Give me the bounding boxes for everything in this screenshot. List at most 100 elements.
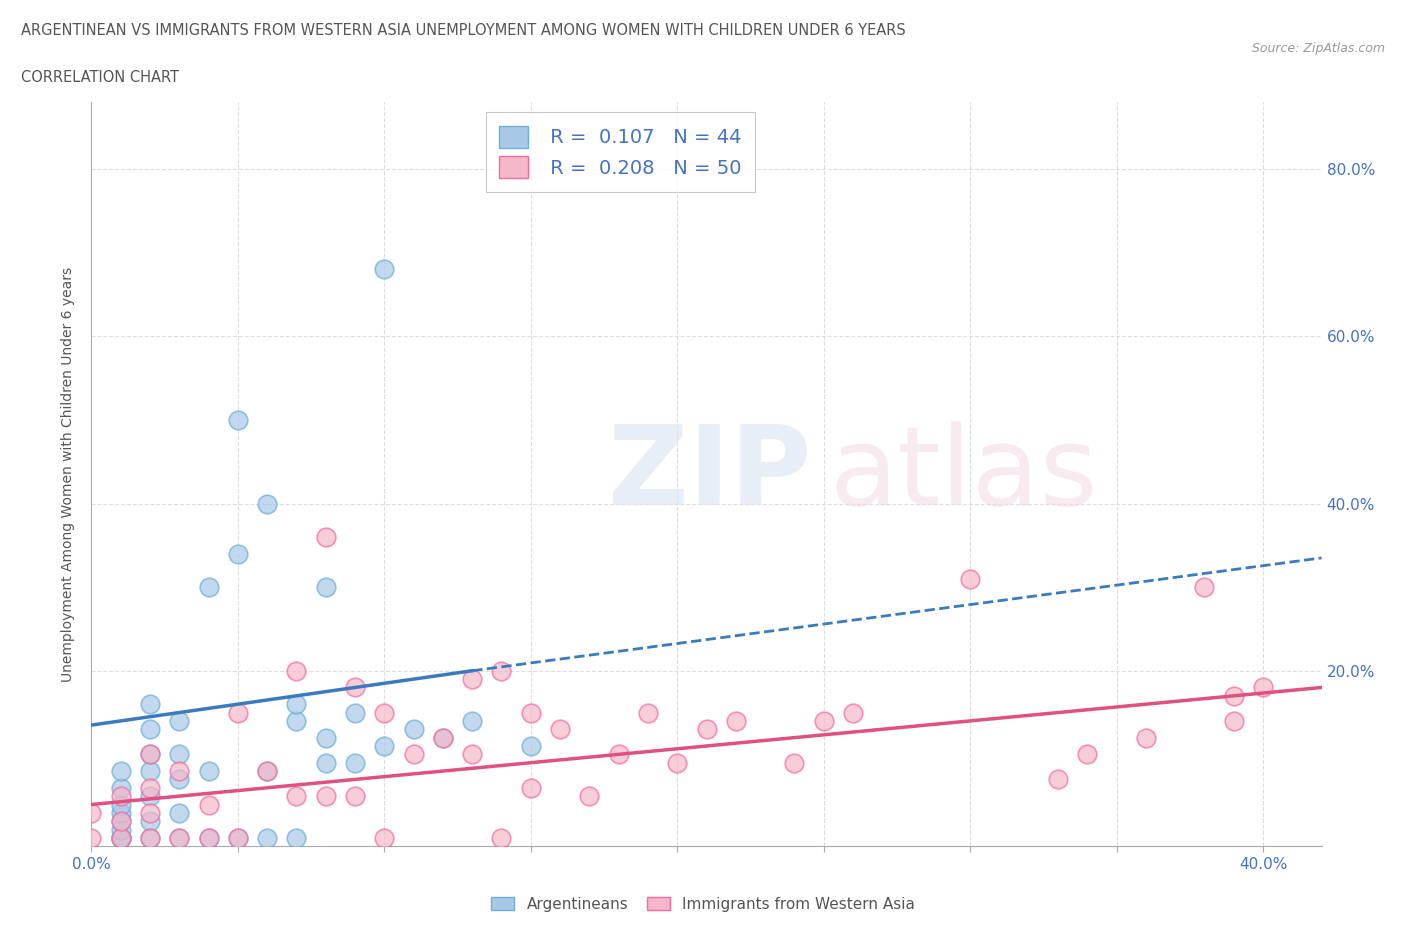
Point xyxy=(491,830,513,845)
Point xyxy=(139,830,162,845)
Point xyxy=(519,780,541,795)
Point xyxy=(169,747,191,762)
Point xyxy=(402,722,425,737)
Point xyxy=(169,713,191,728)
Point xyxy=(959,571,981,586)
Point xyxy=(1194,579,1216,594)
Point xyxy=(197,830,219,845)
Point xyxy=(343,789,366,804)
Point xyxy=(139,722,162,737)
Point xyxy=(110,814,132,829)
Point xyxy=(139,780,162,795)
Point xyxy=(343,705,366,720)
Point xyxy=(783,755,806,770)
Point xyxy=(110,780,132,795)
Text: CORRELATION CHART: CORRELATION CHART xyxy=(21,70,179,85)
Point xyxy=(1046,772,1069,787)
Point xyxy=(578,789,600,804)
Point xyxy=(226,705,249,720)
Point xyxy=(432,730,454,745)
Point xyxy=(519,705,541,720)
Point xyxy=(169,830,191,845)
Point xyxy=(139,805,162,820)
Point xyxy=(110,764,132,778)
Point xyxy=(548,722,571,737)
Point xyxy=(139,814,162,829)
Point xyxy=(139,764,162,778)
Point xyxy=(110,805,132,820)
Point xyxy=(343,755,366,770)
Point xyxy=(461,713,484,728)
Text: Source: ZipAtlas.com: Source: ZipAtlas.com xyxy=(1251,42,1385,55)
Point xyxy=(402,747,425,762)
Point xyxy=(724,713,747,728)
Text: atlas: atlas xyxy=(830,420,1098,528)
Text: ZIP: ZIP xyxy=(607,420,811,528)
Point xyxy=(256,764,278,778)
Point xyxy=(110,789,132,804)
Point xyxy=(110,830,132,845)
Point xyxy=(139,830,162,845)
Point xyxy=(315,755,337,770)
Point xyxy=(169,805,191,820)
Point xyxy=(197,579,219,594)
Point xyxy=(1251,680,1274,695)
Point xyxy=(80,805,103,820)
Point xyxy=(139,789,162,804)
Point xyxy=(285,697,308,711)
Point xyxy=(637,705,659,720)
Legend:  R =  0.107   N = 44,  R =  0.208   N = 50: R = 0.107 N = 44, R = 0.208 N = 50 xyxy=(485,112,755,192)
Point xyxy=(139,747,162,762)
Point xyxy=(813,713,835,728)
Point xyxy=(197,830,219,845)
Point xyxy=(285,789,308,804)
Point xyxy=(256,830,278,845)
Point xyxy=(461,671,484,686)
Point xyxy=(695,722,717,737)
Point xyxy=(110,830,132,845)
Point xyxy=(666,755,689,770)
Point xyxy=(80,830,103,845)
Point xyxy=(607,747,630,762)
Point xyxy=(1222,713,1246,728)
Point xyxy=(373,830,395,845)
Point xyxy=(373,738,395,753)
Point xyxy=(315,529,337,544)
Point xyxy=(285,830,308,845)
Point xyxy=(110,830,132,845)
Point xyxy=(343,680,366,695)
Point xyxy=(842,705,865,720)
Point xyxy=(110,814,132,829)
Point xyxy=(256,764,278,778)
Point xyxy=(519,738,541,753)
Text: ARGENTINEAN VS IMMIGRANTS FROM WESTERN ASIA UNEMPLOYMENT AMONG WOMEN WITH CHILDR: ARGENTINEAN VS IMMIGRANTS FROM WESTERN A… xyxy=(21,23,905,38)
Point xyxy=(197,797,219,812)
Point xyxy=(197,764,219,778)
Point xyxy=(1222,688,1246,703)
Point xyxy=(432,730,454,745)
Point xyxy=(256,496,278,511)
Point xyxy=(110,830,132,845)
Point xyxy=(169,764,191,778)
Point xyxy=(461,747,484,762)
Point xyxy=(226,413,249,428)
Point xyxy=(169,772,191,787)
Point xyxy=(491,663,513,678)
Point xyxy=(315,789,337,804)
Point xyxy=(285,663,308,678)
Point xyxy=(226,830,249,845)
Point xyxy=(169,830,191,845)
Point xyxy=(285,713,308,728)
Point xyxy=(315,730,337,745)
Point xyxy=(373,262,395,277)
Point xyxy=(1135,730,1157,745)
Point xyxy=(315,579,337,594)
Point xyxy=(373,705,395,720)
Point xyxy=(110,822,132,837)
Point xyxy=(226,830,249,845)
Point xyxy=(226,546,249,561)
Point xyxy=(110,797,132,812)
Legend: Argentineans, Immigrants from Western Asia: Argentineans, Immigrants from Western As… xyxy=(485,890,921,918)
Point xyxy=(139,697,162,711)
Y-axis label: Unemployment Among Women with Children Under 6 years: Unemployment Among Women with Children U… xyxy=(62,267,76,682)
